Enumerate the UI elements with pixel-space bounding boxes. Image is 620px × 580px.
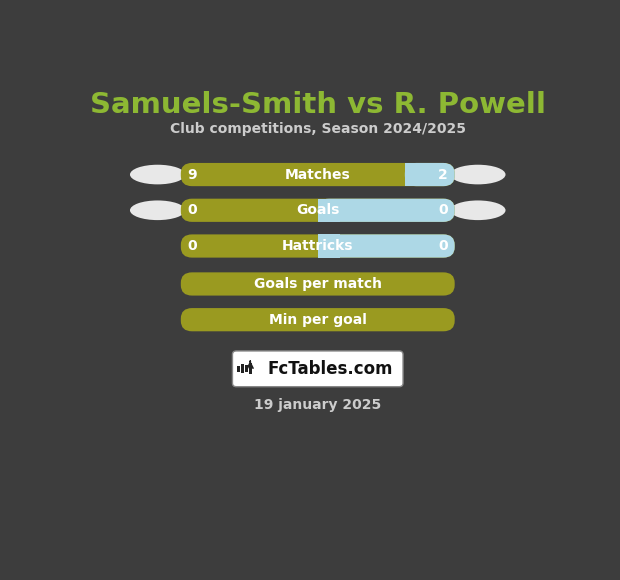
Text: Min per goal: Min per goal xyxy=(269,313,366,327)
FancyBboxPatch shape xyxy=(317,199,340,222)
Ellipse shape xyxy=(130,201,185,220)
Text: FcTables.com: FcTables.com xyxy=(267,360,392,378)
FancyBboxPatch shape xyxy=(181,199,454,222)
FancyBboxPatch shape xyxy=(181,308,454,331)
FancyBboxPatch shape xyxy=(181,273,454,296)
FancyBboxPatch shape xyxy=(245,365,248,372)
Text: 0: 0 xyxy=(438,239,448,253)
Ellipse shape xyxy=(130,165,185,184)
Text: 0: 0 xyxy=(438,203,448,218)
Ellipse shape xyxy=(450,165,505,184)
Text: Goals per match: Goals per match xyxy=(254,277,382,291)
FancyBboxPatch shape xyxy=(405,163,454,186)
FancyBboxPatch shape xyxy=(237,366,240,372)
FancyBboxPatch shape xyxy=(317,234,340,258)
Text: 0: 0 xyxy=(187,203,197,218)
FancyBboxPatch shape xyxy=(181,163,454,186)
FancyBboxPatch shape xyxy=(317,199,454,222)
Text: 19 january 2025: 19 january 2025 xyxy=(254,397,381,412)
Text: 9: 9 xyxy=(187,168,197,182)
FancyBboxPatch shape xyxy=(249,364,252,374)
Text: Samuels-Smith vs R. Powell: Samuels-Smith vs R. Powell xyxy=(90,91,546,119)
Text: Goals: Goals xyxy=(296,203,339,218)
FancyBboxPatch shape xyxy=(405,163,425,186)
Text: Club competitions, Season 2024/2025: Club competitions, Season 2024/2025 xyxy=(170,122,466,136)
Text: Hattricks: Hattricks xyxy=(282,239,353,253)
Text: Matches: Matches xyxy=(285,168,351,182)
FancyBboxPatch shape xyxy=(232,351,403,387)
FancyBboxPatch shape xyxy=(241,364,244,374)
Ellipse shape xyxy=(450,201,505,220)
Text: 0: 0 xyxy=(187,239,197,253)
FancyBboxPatch shape xyxy=(317,234,454,258)
Text: 2: 2 xyxy=(438,168,448,182)
FancyBboxPatch shape xyxy=(181,234,454,258)
